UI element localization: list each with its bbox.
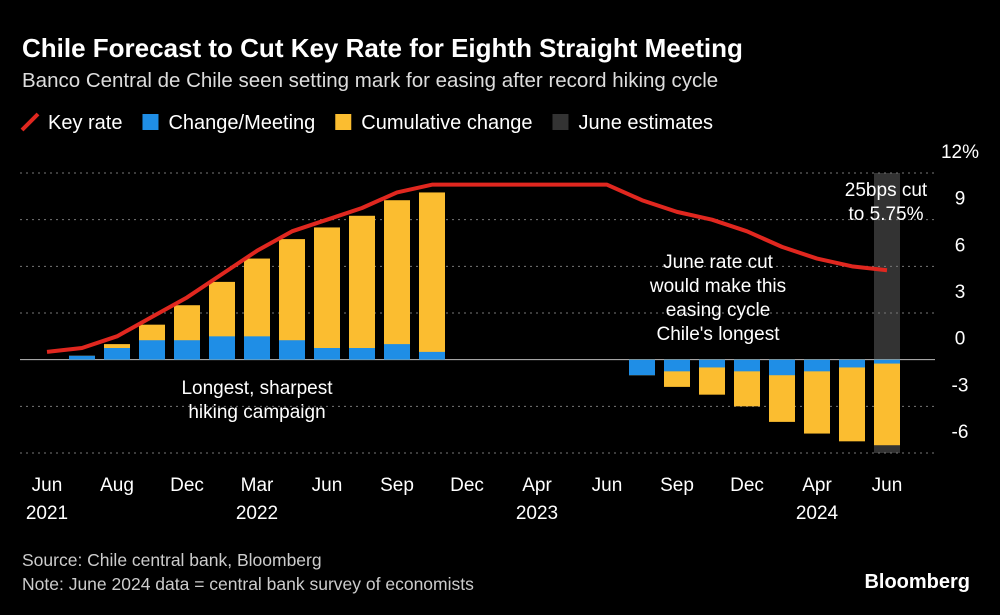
legend-label: June estimates: [578, 112, 713, 134]
y-tick-label: 6: [955, 235, 966, 256]
x-tick-label: Sep: [660, 475, 694, 496]
annotation: Longest, sharpest: [181, 378, 333, 399]
bar: [314, 227, 340, 360]
annotation: hiking campaign: [188, 402, 325, 423]
bar: [839, 359, 865, 368]
legend-swatch: [335, 114, 352, 130]
x-tick-label: Aug: [100, 475, 134, 496]
legend-swatch: [552, 114, 569, 130]
legend-swatch: [20, 112, 40, 132]
bar: [804, 359, 830, 372]
y-tick-label: -6: [952, 422, 969, 443]
x-tick-label: Dec: [730, 475, 764, 496]
bar: [384, 344, 410, 360]
brand: Bloomberg: [864, 571, 970, 593]
bar: [384, 200, 410, 360]
x-tick-label: Mar 2022: [236, 475, 278, 524]
annotation: would make this: [649, 276, 786, 297]
y-tick-label: 3: [955, 282, 966, 303]
x-tick-label: Jun: [592, 475, 623, 496]
bar: [349, 215, 375, 360]
bar: [279, 239, 305, 360]
note: Note: June 2024 data = central bank surv…: [22, 574, 474, 594]
bar: [279, 340, 305, 360]
legend-label: Change/Meeting: [168, 112, 315, 134]
legend-label: Key rate: [48, 112, 122, 134]
legend-swatch: [142, 114, 159, 130]
x-tick-label: Jun: [312, 475, 343, 496]
annotation: June rate cut: [663, 252, 774, 273]
annotation: to 5.75%: [849, 204, 924, 225]
x-tick-label: Apr 2023: [516, 475, 558, 524]
bar: [804, 359, 830, 434]
x-tick-label: Jun 2021: [26, 475, 68, 524]
source: Source: Chile central bank, Bloomberg: [22, 550, 322, 570]
x-tick-label: Dec: [450, 475, 484, 496]
x-tick-label: Jun: [872, 475, 903, 496]
bar: [139, 340, 165, 360]
y-tick-label: -3: [952, 375, 969, 396]
y-tick-label: 12%: [941, 142, 979, 163]
bar: [699, 359, 725, 368]
bar: [244, 336, 270, 360]
bar: [174, 340, 200, 360]
annotation: 25bps cut: [845, 180, 928, 201]
bar: [104, 348, 130, 360]
bar: [664, 359, 690, 372]
x-tick-label: Sep: [380, 475, 414, 496]
bar: [874, 359, 900, 446]
bar: [874, 359, 900, 364]
bar: [69, 355, 95, 360]
x-tick-label: Apr 2024: [796, 475, 839, 524]
bar: [349, 348, 375, 360]
x-tick-label: Dec: [170, 475, 204, 496]
legend-label: Cumulative change: [361, 112, 532, 134]
bar: [209, 336, 235, 360]
bar: [419, 192, 445, 360]
bar: [839, 359, 865, 442]
chart-subtitle: Banco Central de Chile seen setting mark…: [22, 69, 718, 92]
annotation: easing cycle: [666, 300, 771, 321]
bar: [769, 359, 795, 376]
bar: [419, 351, 445, 360]
y-tick-label: 0: [955, 329, 966, 350]
line: [46, 182, 888, 354]
bar: [314, 348, 340, 360]
chart-title: Chile Forecast to Cut Key Rate for Eight…: [22, 33, 743, 63]
annotation: Chile's longest: [657, 324, 781, 345]
bar: [629, 359, 655, 376]
bar: [734, 359, 760, 372]
y-tick-label: 9: [955, 189, 966, 210]
